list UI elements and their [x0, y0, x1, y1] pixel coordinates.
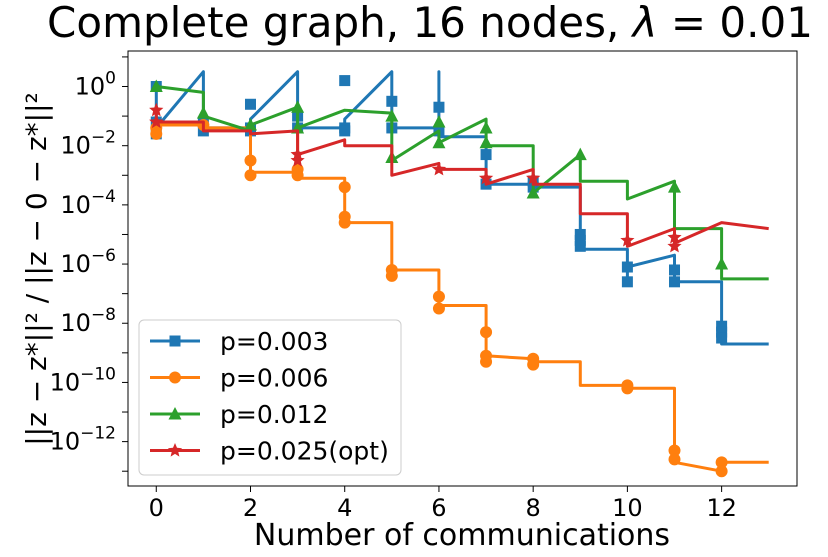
- series-4-point: [620, 232, 635, 247]
- series-4-point: [667, 229, 682, 244]
- series-1-point: [669, 276, 681, 288]
- series-3-point: [243, 117, 257, 131]
- series-1-point: [621, 276, 633, 288]
- series-1-point: [574, 240, 586, 252]
- series-3-point: [432, 115, 446, 128]
- series-2-point: [715, 456, 728, 469]
- legend-label-1: p=0.003: [220, 327, 328, 356]
- y-tick-label: 10−8: [60, 305, 116, 337]
- y-axis-label: ||z − z*||² / ||z − 0 − z*||²: [20, 92, 53, 446]
- plot-area: 0 2 4 6 8 10 12 100 10−2 10−4 10−6 10−8 10−10 10−12: [50, 56, 769, 522]
- series-2-point: [338, 216, 351, 229]
- series-3-point: [385, 109, 399, 122]
- series-2-point: [244, 169, 257, 182]
- legend-box: [138, 319, 402, 476]
- series-4-point: [431, 161, 447, 176]
- series-1-point: [480, 149, 492, 161]
- legend-label-4: p=0.025(opt): [220, 437, 389, 466]
- legend-swatch-marker: [169, 335, 181, 347]
- series-2-point: [715, 465, 728, 478]
- x-tick-label: 4: [337, 494, 352, 522]
- series-2-point: [527, 358, 540, 371]
- x-tick-label: 0: [149, 494, 164, 522]
- y-tick-label: 10−2: [60, 128, 116, 160]
- legend-label-3: p=0.012: [220, 400, 328, 429]
- series-2-point: [432, 302, 445, 315]
- series-1-point: [574, 228, 586, 240]
- chart-title: Complete graph, 16 nodes, λ = 0.01: [47, 0, 813, 47]
- y-tick-label: 10−6: [60, 246, 116, 278]
- series-2-point: [150, 127, 163, 140]
- series-1-point: [433, 101, 445, 113]
- axes-frame: [127, 50, 798, 487]
- series-1-point: [244, 98, 256, 110]
- series-1-point: [716, 320, 728, 332]
- series-2-point: [338, 181, 351, 194]
- series-3-point: [291, 100, 305, 113]
- series-2-point: [432, 290, 445, 303]
- legend-label-2: p=0.006: [220, 364, 328, 393]
- series-1-point: [339, 125, 351, 137]
- series-4-point: [290, 153, 305, 167]
- series-2-point: [621, 382, 634, 395]
- series-1-point: [621, 261, 633, 273]
- series-1-point: [716, 332, 728, 344]
- legend-swatch-marker: [167, 443, 183, 457]
- series-1-point: [716, 326, 728, 338]
- series-2-point: [480, 355, 493, 368]
- x-tick-label: 10: [612, 494, 643, 522]
- x-tick-label: 6: [431, 494, 446, 522]
- series-1-point: [339, 75, 351, 87]
- series-3-point: [149, 79, 163, 93]
- series-2-point: [668, 444, 681, 457]
- series-1-point: [574, 234, 586, 246]
- series-2-point: [668, 453, 681, 466]
- series-4-point: [149, 102, 164, 117]
- series-2-point: [480, 326, 493, 339]
- legend-swatch-marker: [169, 371, 181, 384]
- series-1-point: [386, 95, 398, 107]
- chart-title-prefix: Complete graph, 16 nodes,: [47, 0, 633, 47]
- series-3-point: [196, 106, 210, 119]
- series-4-point: [667, 238, 682, 253]
- x-tick-label: 2: [243, 494, 258, 522]
- y-tick-label: 10−4: [60, 187, 116, 219]
- x-tick-label: 8: [526, 494, 541, 522]
- series-2-point: [244, 154, 257, 167]
- series-2-point: [291, 169, 304, 182]
- series-3-point: [573, 147, 587, 161]
- series-line-2: [154, 123, 769, 473]
- series-3-point: [479, 120, 493, 134]
- series-3-point: [526, 186, 540, 199]
- x-tick-label: 12: [706, 494, 737, 522]
- legend: p=0.003 p=0.006 p=0.012 p=0.025(opt): [138, 319, 402, 476]
- y-tick-label: 10−10: [50, 364, 116, 396]
- chart-title-rest: = 0.01: [658, 0, 813, 47]
- chart-title-symbol: λ: [631, 0, 658, 47]
- legend-swatch-marker: [168, 407, 182, 420]
- series-4-point: [149, 114, 164, 129]
- series-4-point: [478, 170, 494, 185]
- series-3-point: [432, 135, 446, 149]
- x-axis-label: Number of communications: [254, 518, 670, 553]
- y-tick-label: 10−12: [50, 424, 116, 456]
- series-3-point: [479, 135, 493, 149]
- y-tick-label: 100: [75, 69, 116, 101]
- series-4-point: [526, 170, 541, 185]
- series-3-point: [668, 180, 682, 193]
- series-2-point: [385, 269, 398, 282]
- series-3-point: [715, 257, 729, 270]
- series-1-point: [669, 264, 681, 276]
